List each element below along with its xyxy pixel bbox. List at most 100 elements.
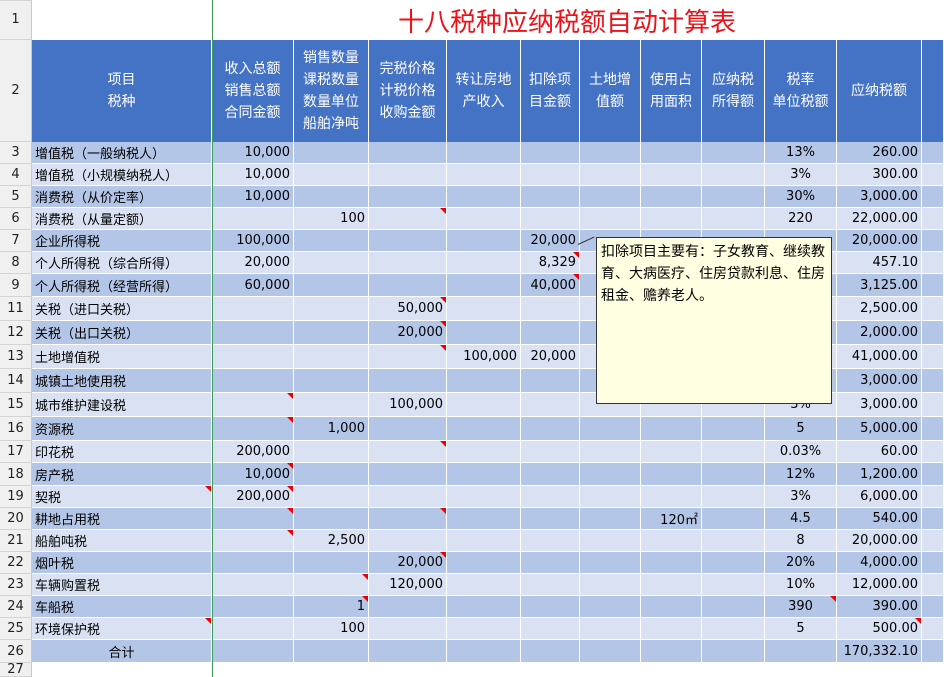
- cell: 20%: [765, 552, 837, 574]
- cell: 200,000: [212, 486, 294, 508]
- cell: 5,000.00: [837, 417, 922, 441]
- cell: [521, 208, 580, 230]
- cell: 200,000: [212, 441, 294, 463]
- cell: [212, 369, 294, 393]
- freeze-line: [212, 0, 213, 677]
- cell: [702, 441, 765, 463]
- cell: [294, 369, 369, 393]
- row-filler: [922, 186, 944, 208]
- cell: [447, 574, 521, 596]
- cell: 100,000: [369, 393, 447, 417]
- cell: [212, 345, 294, 369]
- row-filler: [922, 530, 944, 552]
- cell: [702, 417, 765, 441]
- cell: 500.00: [837, 618, 922, 640]
- cell: 120㎡: [641, 508, 702, 530]
- row-filler: [922, 274, 944, 297]
- row-filler: [922, 463, 944, 486]
- cell: [521, 486, 580, 508]
- cell: 8,329: [521, 252, 580, 274]
- row-filler: [922, 142, 944, 164]
- row-number: 8: [0, 252, 32, 274]
- cell: 企业所得税: [32, 230, 212, 252]
- cell: [447, 252, 521, 274]
- cell: [294, 186, 369, 208]
- cell: 船舶吨税: [32, 530, 212, 552]
- cell: 220: [765, 208, 837, 230]
- cell: [447, 596, 521, 618]
- cell: [641, 463, 702, 486]
- cell: [369, 640, 447, 663]
- cell: [294, 142, 369, 164]
- cell: [521, 186, 580, 208]
- cell: [521, 596, 580, 618]
- cell: [521, 297, 580, 321]
- cell: 城市维护建设税: [32, 393, 212, 417]
- row-filler: [922, 321, 944, 345]
- cell: [521, 142, 580, 164]
- cell: 2,000.00: [837, 321, 922, 345]
- row-number: 17: [0, 441, 32, 463]
- cell: [521, 640, 580, 663]
- cell-comment[interactable]: 扣除项目主要有：子女教育、继续教育、大病医疗、住房贷款利息、住房租金、赡养老人。: [596, 237, 832, 404]
- row-number: 6: [0, 208, 32, 230]
- cell: [765, 640, 837, 663]
- cell: [294, 393, 369, 417]
- cell: [641, 530, 702, 552]
- cell: [447, 393, 521, 417]
- cell: 60,000: [212, 274, 294, 297]
- cell: [702, 596, 765, 618]
- cell: 10,000: [212, 142, 294, 164]
- row-number: 7: [0, 230, 32, 252]
- cell: [447, 441, 521, 463]
- cell: 10,000: [212, 463, 294, 486]
- column-header: 土地增 值额: [580, 40, 641, 142]
- cell: [369, 186, 447, 208]
- row-filler: [922, 640, 944, 663]
- cell: 消费税（从量定额）: [32, 208, 212, 230]
- cell: [521, 552, 580, 574]
- cell: 5: [765, 618, 837, 640]
- column-header: 销售数量 课税数量 数量单位 船舶净吨: [294, 40, 369, 142]
- cell: 车船税: [32, 596, 212, 618]
- cell: [521, 321, 580, 345]
- cell: 300.00: [837, 164, 922, 186]
- cell: 20,000.00: [837, 230, 922, 252]
- cell: 1: [294, 596, 369, 618]
- cell: [521, 164, 580, 186]
- cell: 30%: [765, 186, 837, 208]
- cell: 20,000: [521, 345, 580, 369]
- cell: [369, 142, 447, 164]
- column-header: 完税价格 计税价格 收购金额: [369, 40, 447, 142]
- cell: 457.10: [837, 252, 922, 274]
- cell: [641, 618, 702, 640]
- cell: 3,000.00: [837, 369, 922, 393]
- cell: 3,000.00: [837, 186, 922, 208]
- cell: 20,000: [212, 252, 294, 274]
- row-number: 19: [0, 486, 32, 508]
- cell: 个人所得税（经营所得）: [32, 274, 212, 297]
- cell: [702, 552, 765, 574]
- cell: [521, 417, 580, 441]
- cell: [702, 574, 765, 596]
- column-header: 应纳税 所得额: [702, 40, 765, 142]
- cell: [580, 530, 641, 552]
- row-filler: [922, 417, 944, 441]
- row-filler: [922, 618, 944, 640]
- row-number: 24: [0, 596, 32, 618]
- cell: [369, 230, 447, 252]
- cell: 车辆购置税: [32, 574, 212, 596]
- cell: [580, 142, 641, 164]
- cell: [641, 486, 702, 508]
- cell: [212, 508, 294, 530]
- cell: [369, 618, 447, 640]
- row-number: 9: [0, 274, 32, 297]
- cell: [580, 574, 641, 596]
- cell: 13%: [765, 142, 837, 164]
- cell: [294, 552, 369, 574]
- cell: [212, 574, 294, 596]
- row-filler: [922, 345, 944, 369]
- cell: [702, 508, 765, 530]
- cell: [641, 164, 702, 186]
- row-number: 4: [0, 164, 32, 186]
